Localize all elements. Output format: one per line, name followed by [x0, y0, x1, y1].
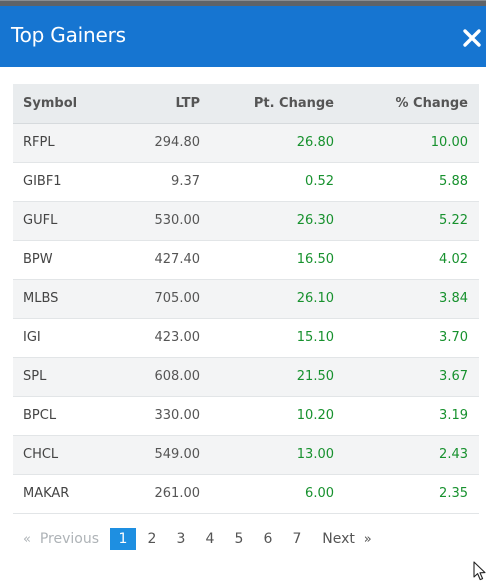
symbol-cell: CHCL: [13, 435, 91, 475]
ltp-cell: 530.00: [91, 201, 201, 241]
pct-change-cell: 10.00: [336, 123, 479, 163]
pct-change-cell: 3.70: [336, 318, 479, 358]
page-button-3[interactable]: 3: [176, 531, 186, 547]
pct-change-cell: 3.84: [336, 279, 479, 319]
symbol-cell: MAKAR: [13, 474, 91, 514]
table-row[interactable]: CHCL 549.00 13.00 2.43: [13, 435, 479, 475]
pt-change-cell: 26.80: [201, 123, 336, 163]
page-button-4[interactable]: 4: [205, 531, 215, 547]
symbol-cell: RFPL: [13, 123, 91, 163]
pt-change-cell: 26.30: [201, 201, 336, 241]
ltp-cell: 549.00: [91, 435, 201, 475]
pt-change-cell: 26.10: [201, 279, 336, 319]
pct-change-cell: 2.43: [336, 435, 479, 475]
symbol-cell: IGI: [13, 318, 91, 358]
previous-arrow-icon: «: [22, 532, 31, 547]
page-button-1[interactable]: 1: [110, 528, 136, 550]
page-button-6[interactable]: 6: [263, 531, 273, 547]
table-row[interactable]: RFPL 294.80 26.80 10.00: [13, 123, 479, 163]
ltp-cell: 427.40: [91, 240, 201, 280]
next-arrow-icon: »: [363, 532, 372, 547]
column-header-ltp[interactable]: LTP: [91, 84, 201, 124]
table-row[interactable]: GUFL 530.00 26.30 5.22: [13, 201, 479, 241]
table-row[interactable]: BPW 427.40 16.50 4.02: [13, 240, 479, 280]
ltp-cell: 705.00: [91, 279, 201, 319]
previous-label: Previous: [39, 531, 100, 547]
symbol-cell: MLBS: [13, 279, 91, 319]
ltp-cell: 9.37: [91, 162, 201, 202]
column-header-symbol[interactable]: Symbol: [13, 84, 91, 124]
symbol-cell: GIBF1: [13, 162, 91, 202]
previous-page-button[interactable]: « Previous: [18, 528, 104, 550]
next-page-button[interactable]: Next »: [318, 528, 376, 550]
ltp-cell: 330.00: [91, 396, 201, 436]
ltp-cell: 608.00: [91, 357, 201, 397]
symbol-cell: BPCL: [13, 396, 91, 436]
modal-header: Top Gainers: [0, 6, 486, 67]
pct-change-cell: 5.22: [336, 201, 479, 241]
mouse-pointer-icon: [473, 561, 486, 581]
gainers-table: Symbol LTP Pt. Change % Change RFPL 294.8…: [13, 84, 479, 514]
page-button-5[interactable]: 5: [234, 531, 244, 547]
pct-change-cell: 3.67: [336, 357, 479, 397]
modal-title: Top Gainers: [11, 23, 126, 47]
close-icon[interactable]: [460, 26, 484, 50]
gainers-table-container: Symbol LTP Pt. Change % Change RFPL 294.8…: [13, 84, 479, 514]
ltp-cell: 423.00: [91, 318, 201, 358]
pct-change-cell: 4.02: [336, 240, 479, 280]
pct-change-cell: 3.19: [336, 396, 479, 436]
pagination: « Previous 1 2 3 4 5 6 7 Next »: [0, 528, 486, 552]
table-row[interactable]: MLBS 705.00 26.10 3.84: [13, 279, 479, 319]
backdrop-strip: [0, 0, 486, 6]
table-row[interactable]: IGI 423.00 15.10 3.70: [13, 318, 479, 358]
column-header-pct-change[interactable]: % Change: [336, 84, 479, 124]
table-row[interactable]: MAKAR 261.00 6.00 2.35: [13, 474, 479, 514]
page-button-2[interactable]: 2: [147, 531, 157, 547]
pct-change-cell: 2.35: [336, 474, 479, 514]
table-row[interactable]: SPL 608.00 21.50 3.67: [13, 357, 479, 397]
pt-change-cell: 6.00: [201, 474, 336, 514]
pt-change-cell: 21.50: [201, 357, 336, 397]
symbol-cell: SPL: [13, 357, 91, 397]
pct-change-cell: 5.88: [336, 162, 479, 202]
table-header-row: Symbol LTP Pt. Change % Change: [13, 84, 479, 124]
table-row[interactable]: BPCL 330.00 10.20 3.19: [13, 396, 479, 436]
pt-change-cell: 16.50: [201, 240, 336, 280]
table-row[interactable]: GIBF1 9.37 0.52 5.88: [13, 162, 479, 202]
pt-change-cell: 0.52: [201, 162, 336, 202]
column-header-pt-change[interactable]: Pt. Change: [201, 84, 336, 124]
pt-change-cell: 15.10: [201, 318, 336, 358]
symbol-cell: BPW: [13, 240, 91, 280]
pt-change-cell: 13.00: [201, 435, 336, 475]
ltp-cell: 261.00: [91, 474, 201, 514]
pt-change-cell: 10.20: [201, 396, 336, 436]
symbol-cell: GUFL: [13, 201, 91, 241]
next-label: Next: [322, 531, 355, 547]
ltp-cell: 294.80: [91, 123, 201, 163]
page-button-7[interactable]: 7: [292, 531, 302, 547]
